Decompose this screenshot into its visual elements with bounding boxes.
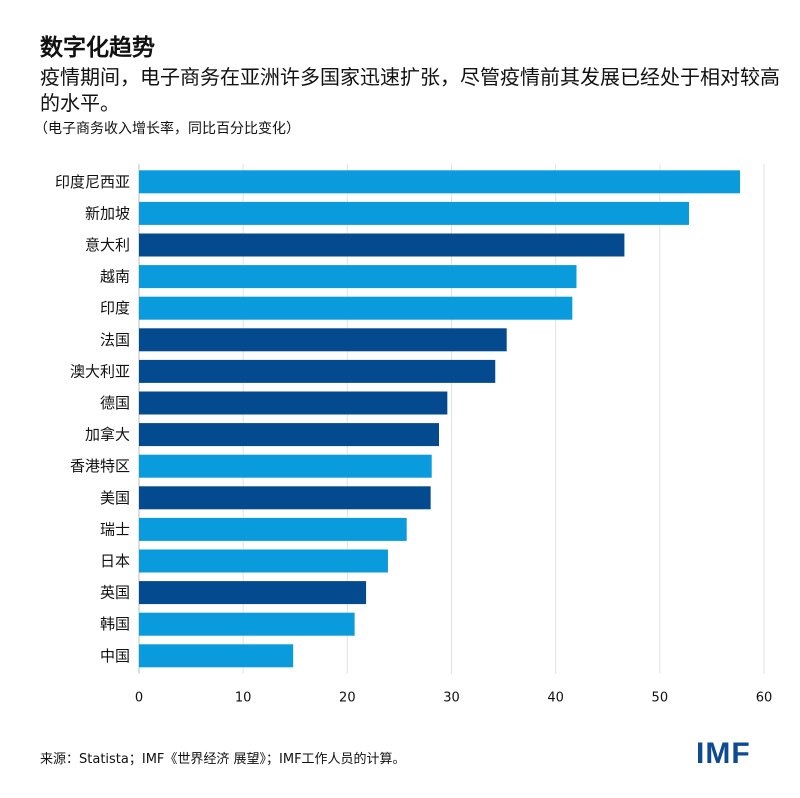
bar (139, 170, 741, 194)
x-tick-label: 10 (235, 691, 252, 706)
chart-unit-note: （电子商务收入增长率，同比百分比变化） (34, 121, 300, 137)
x-tick-label: 30 (443, 691, 460, 706)
x-tick-label: 0 (135, 691, 143, 706)
x-tick-label: 40 (547, 691, 564, 706)
category-label: 印度尼西亚 (55, 173, 130, 191)
x-tick-labels: 0 10 20 30 40 50 60 (135, 691, 772, 706)
bar-chart: 印度尼西亚新加坡意大利越南印度法国澳大利亚德国加拿大香港特区美国瑞士日本英国韩国… (55, 164, 772, 706)
bar (139, 517, 407, 541)
category-label: 加拿大 (85, 426, 130, 444)
category-label: 韩国 (100, 615, 130, 633)
bar (139, 486, 431, 510)
category-label: 意大利 (85, 236, 130, 254)
bar (139, 644, 294, 668)
category-label: 德国 (100, 394, 130, 412)
bar (139, 549, 388, 573)
category-labels: 印度尼西亚新加坡意大利越南印度法国澳大利亚德国加拿大香港特区美国瑞士日本英国韩国… (55, 173, 130, 665)
x-tick-label: 20 (339, 691, 356, 706)
bars (139, 170, 741, 668)
chart-subtitle: 疫情期间，电子商务在亚洲许多国家迅速扩张，尽管疫情前其发展已经处于相对较高的水平… (40, 65, 780, 115)
bar (139, 423, 439, 447)
bar (139, 581, 367, 605)
bar (139, 359, 496, 383)
x-tick-label: 50 (652, 691, 669, 706)
category-label: 新加坡 (85, 204, 130, 222)
x-tick-label: 60 (756, 691, 773, 706)
category-label: 印度 (100, 299, 130, 317)
imf-logo: IMF (696, 737, 751, 770)
category-label: 香港特区 (70, 457, 130, 475)
category-label: 美国 (100, 489, 130, 507)
bar (139, 328, 507, 352)
category-label: 越南 (100, 268, 130, 286)
bar (139, 612, 355, 636)
category-label: 瑞士 (100, 520, 130, 538)
bar (139, 265, 577, 289)
category-label: 日本 (100, 552, 130, 570)
category-label: 中国 (100, 647, 130, 665)
bar (139, 296, 573, 320)
bar (139, 233, 625, 257)
bar (139, 454, 432, 478)
category-label: 澳大利亚 (70, 362, 130, 380)
source-note: 来源：Statista；IMF《世界经济 展望》；IMF工作人员的计算。 (40, 752, 406, 767)
chart-title: 数字化趋势 (40, 35, 155, 61)
bar (139, 391, 448, 415)
bar (139, 201, 689, 225)
category-label: 英国 (100, 584, 130, 602)
category-label: 法国 (100, 331, 130, 349)
